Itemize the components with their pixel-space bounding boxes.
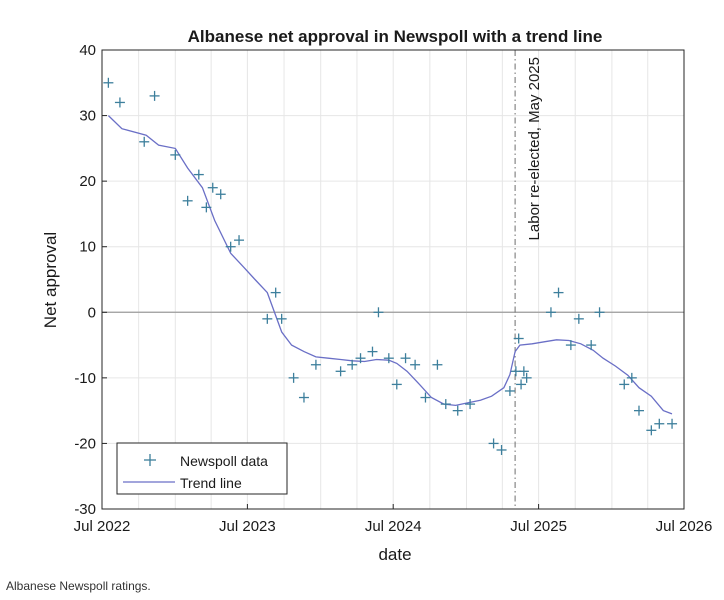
data-point <box>170 149 181 160</box>
x-tick-label: Jul 2024 <box>365 518 422 535</box>
data-point <box>215 189 226 200</box>
data-point <box>383 353 394 364</box>
chart-title: Albanese net approval in Newspoll with a… <box>188 27 603 46</box>
data-point <box>335 366 346 377</box>
data-point <box>298 392 309 403</box>
x-axis-ticks: Jul 2022 Jul 2023 Jul 2024 Jul 2025 Jul 2026 <box>74 504 713 535</box>
data-point <box>139 136 150 147</box>
newspoll-markers <box>103 77 678 455</box>
data-point <box>440 399 451 410</box>
x-axis-label: date <box>378 545 411 564</box>
data-point <box>654 418 665 429</box>
legend-marker-newspoll <box>144 454 156 466</box>
y-axis-ticks: 40 30 20 10 0 -10 -20 -30 <box>74 42 107 518</box>
legend-label-trend: Trend line <box>180 475 242 491</box>
data-point <box>288 372 299 383</box>
data-point <box>114 97 125 108</box>
data-point <box>270 287 281 298</box>
data-point <box>586 340 597 351</box>
data-point <box>521 372 532 383</box>
data-point <box>432 359 443 370</box>
data-point <box>667 418 678 429</box>
data-point <box>553 287 564 298</box>
data-point <box>276 313 287 324</box>
data-point <box>225 241 236 252</box>
data-point <box>626 372 637 383</box>
data-point <box>633 405 644 416</box>
data-point <box>594 307 605 318</box>
data-point <box>262 313 273 324</box>
legend-label-newspoll: Newspoll data <box>180 453 268 469</box>
x-tick-label: Jul 2026 <box>656 518 713 535</box>
election-annotation: Labor re-elected, May 2025 <box>514 50 543 509</box>
data-point <box>207 182 218 193</box>
y-tick-label: -20 <box>74 435 96 452</box>
y-tick-label: -10 <box>74 370 96 387</box>
data-point <box>103 77 114 88</box>
annotation-label: Labor re-elected, May 2025 <box>526 57 543 240</box>
legend-box <box>116 442 288 495</box>
y-tick-label: 30 <box>79 108 96 125</box>
data-point <box>310 359 321 370</box>
data-point <box>488 438 499 449</box>
y-tick-label: 0 <box>88 304 96 321</box>
data-point <box>452 405 463 416</box>
y-tick-label: 20 <box>79 173 96 190</box>
figure-caption: Albanese Newspoll ratings. <box>6 579 151 593</box>
data-point <box>367 346 378 357</box>
data-point <box>513 333 524 344</box>
x-tick-label: Jul 2022 <box>74 518 131 535</box>
data-point <box>149 90 160 101</box>
data-point <box>234 235 245 246</box>
data-point <box>347 359 358 370</box>
data-point <box>193 169 204 180</box>
data-point <box>516 379 527 390</box>
chart-figure: Albanese net approval in Newspoll with a… <box>41 27 713 564</box>
data-point <box>465 399 476 410</box>
y-tick-label: 10 <box>79 239 96 256</box>
data-point <box>619 379 630 390</box>
data-point <box>400 353 411 364</box>
y-tick-label: -30 <box>74 501 96 518</box>
data-point <box>496 444 507 455</box>
data-point <box>420 392 431 403</box>
x-tick-label: Jul 2025 <box>510 518 567 535</box>
data-point <box>182 195 193 206</box>
data-point <box>391 379 402 390</box>
data-point <box>646 425 657 436</box>
data-point <box>565 340 576 351</box>
y-tick-label: 40 <box>79 42 96 59</box>
data-point <box>355 353 366 364</box>
data-point <box>518 366 529 377</box>
data-point <box>504 385 515 396</box>
data-point <box>573 313 584 324</box>
y-axis-label: Net approval <box>41 232 60 328</box>
x-tick-label: Jul 2023 <box>219 518 276 535</box>
data-point <box>201 202 212 213</box>
data-point <box>373 307 384 318</box>
data-point <box>545 307 556 318</box>
trend-line <box>107 115 673 415</box>
chart-legend: Newspoll data Trend line <box>116 442 288 495</box>
data-point <box>410 359 421 370</box>
